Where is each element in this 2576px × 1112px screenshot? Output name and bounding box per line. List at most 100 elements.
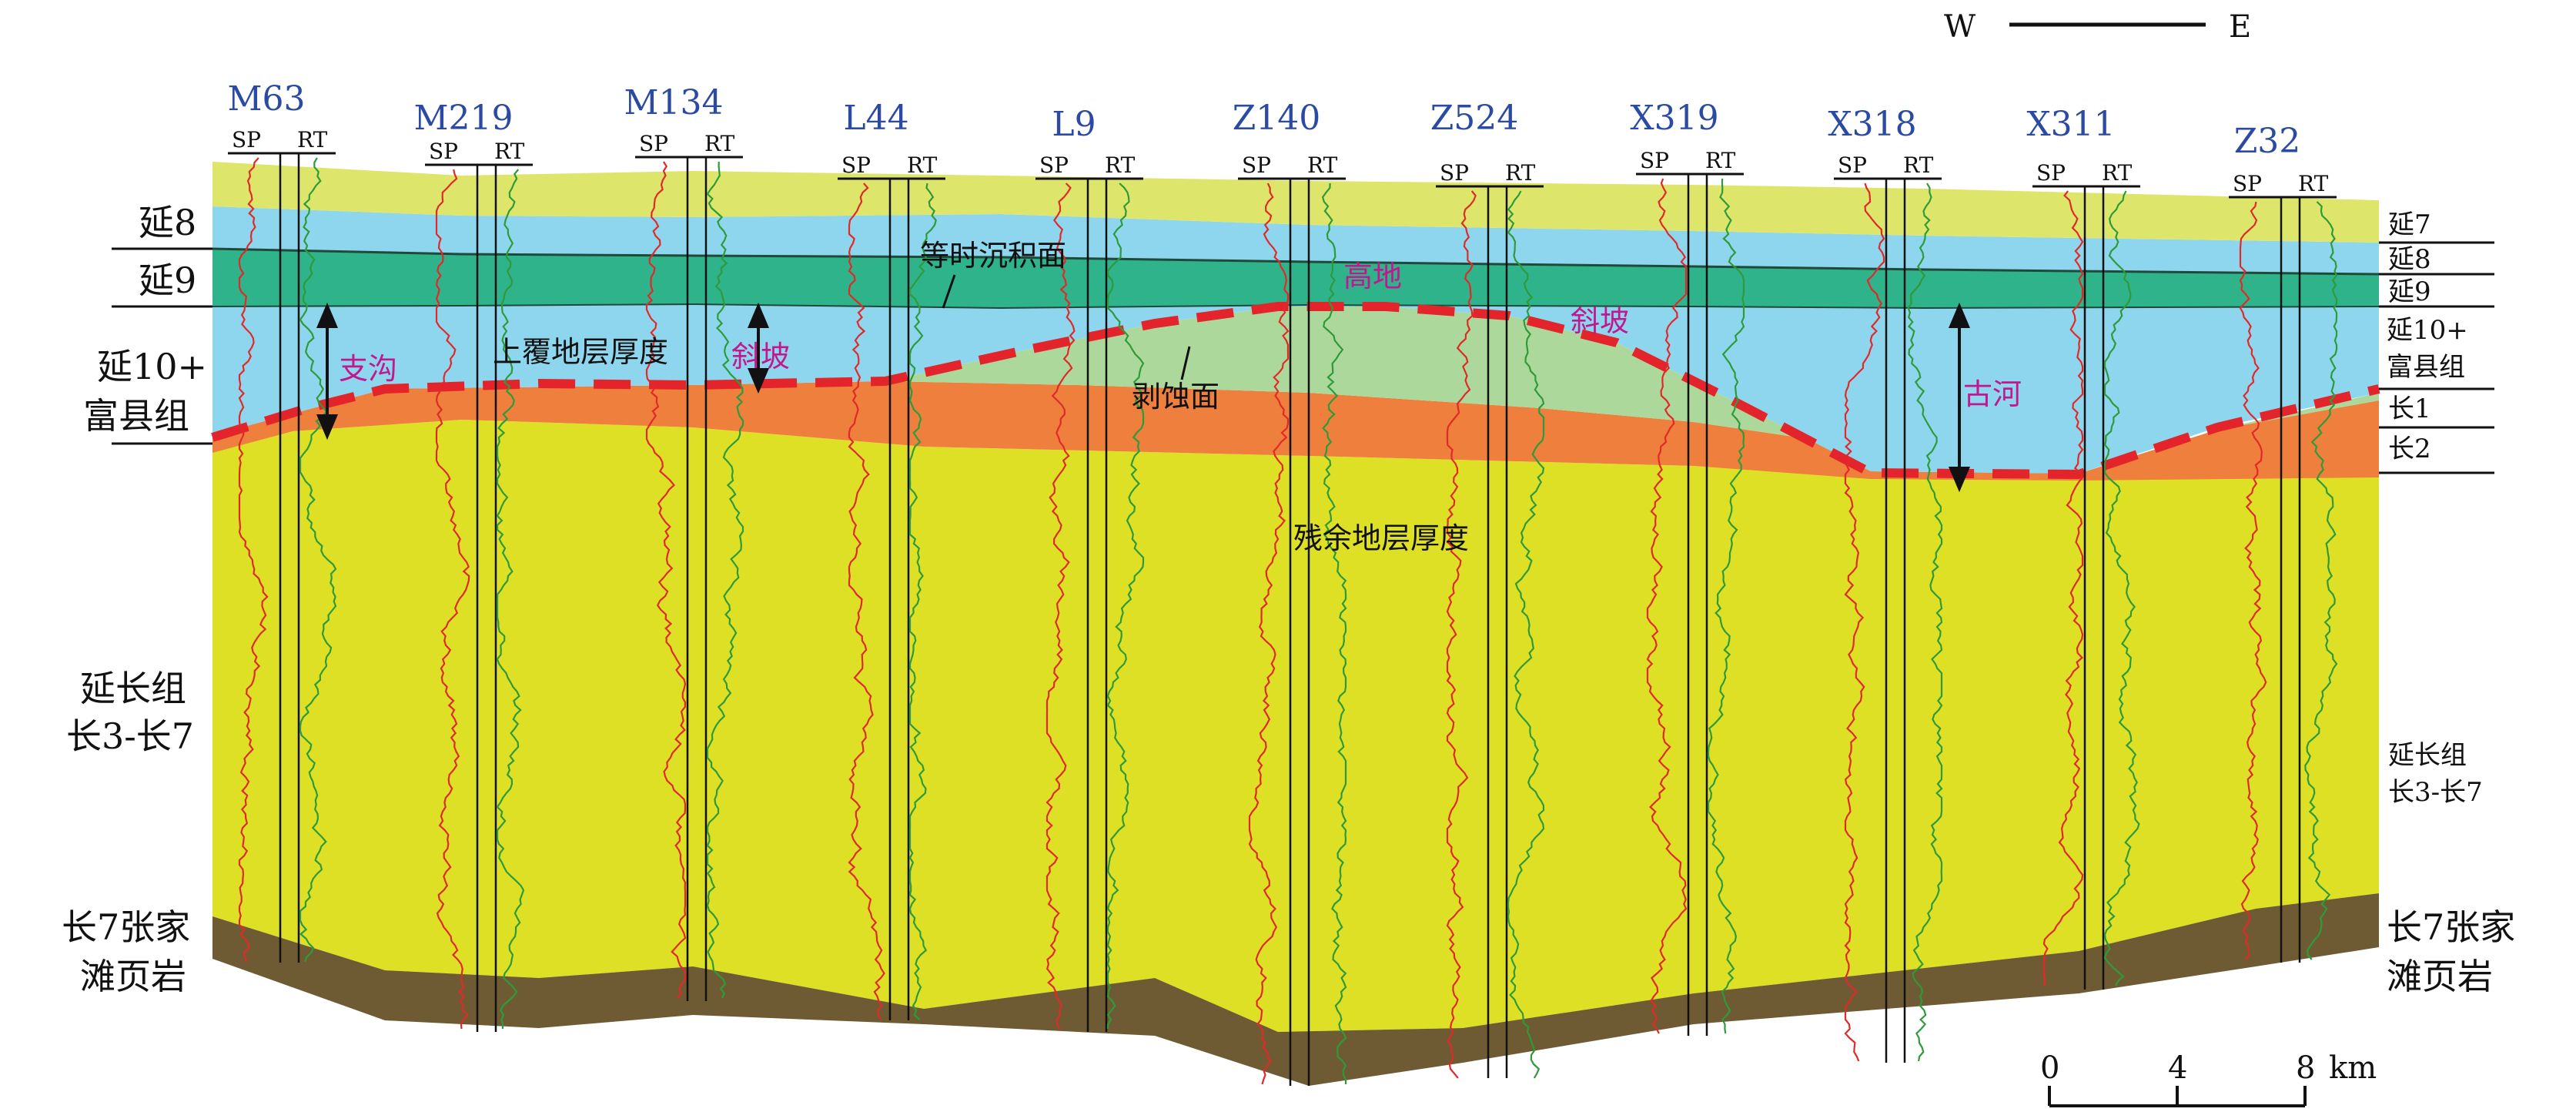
layer-yan7 [212,162,2379,243]
annotation-isochronous-leader [942,274,956,309]
well-rt-curve [496,169,525,1030]
left-label-shale-line2: 滩页岩 [80,956,186,997]
right-label-yan7: 延7 [2388,209,2431,240]
annotation-erosion: 剥蚀面 [1132,380,1219,414]
well-name: M219 [413,99,513,138]
well-rt-curve [2103,190,2140,986]
arrow-tributary-head-down [316,414,339,440]
well-rt-curve [1907,183,1943,1062]
right-labels: 延7 延8 延9 延10+ 富县组 长1 长2 延长组 长3-长7 长7张家 滩… [2379,209,2515,997]
well-sp-label: SP [841,152,871,178]
well-name: Z140 [1233,99,1321,138]
scale-unit: km [2329,1050,2377,1086]
well-rt-curve [908,183,937,1020]
well-rt-curve [2304,201,2338,960]
right-label-chang1: 长1 [2388,394,2431,424]
left-label-shale-line1: 长7张家 [62,906,190,948]
left-labels: 延8 延9 延10+ 富县组 延长组 长3-长7 长7张家 滩页岩 [62,202,212,997]
well-rt-curve [1106,183,1145,1029]
annotation-highland: 高地 [1343,260,1402,293]
well-rt-label: RT [2102,160,2133,186]
well-sp-label: SP [1838,152,1867,178]
well-x319: X319 SP RT [1630,99,1745,1036]
well-sp-curve [238,157,269,963]
well-z32: Z32 SP RT [2229,122,2338,963]
layer-fuxian-green-right [2079,393,2379,474]
well-rt-label: RT [1505,160,1536,186]
well-sp-label: SP [639,131,668,156]
well-sp-label: SP [1640,148,1669,173]
annotation-tributary: 支沟 [339,352,397,386]
right-label-yanchang-line1: 延长组 [2388,740,2467,771]
right-label-yan8: 延8 [2388,244,2431,275]
scale-tick-8: 8 [2296,1050,2315,1086]
well-name: L9 [1052,105,1096,144]
well-name: X318 [1828,105,1916,144]
well-sp-label: SP [1242,152,1271,178]
well-sp-label: SP [232,127,261,152]
annotation-erosion-leader [1180,346,1191,380]
layer-yan10 [212,304,2379,474]
annotation-slope-left: 斜坡 [731,340,790,373]
well-rt-label: RT [1105,152,1136,178]
well-sp-label: SP [2036,160,2066,186]
arrow-slope-head-up [747,302,770,328]
arrow-tributary-head-up [316,302,339,328]
well-x318: X318 SP RT [1828,105,1943,1063]
well-sp-curve [848,183,885,1020]
orientation-west: W [1944,9,1975,45]
well-name: Z32 [2234,122,2301,161]
well-x311: X311 SP RT [2026,105,2140,990]
well-sp-curve [2042,190,2084,986]
erosion-surface-dashed-line [211,302,2380,480]
well-name: Z524 [1430,99,1519,138]
well-rt-label: RT [1307,152,1338,178]
annotation-isochronous: 等时沉积面 [920,239,1066,273]
annotation-slope-right: 斜坡 [1571,304,1629,338]
right-label-shale-line2: 滩页岩 [2387,956,2493,997]
strata-layers [212,162,2380,1086]
thickness-arrows [316,302,1971,493]
annotation-paleoriver: 古河 [1963,377,2022,411]
annotation-residual: 残余地层厚度 [1293,521,1469,555]
well-rt-label: RT [297,127,328,152]
well-l44: L44 SP RT [838,99,945,1020]
well-name: X319 [1630,99,1718,138]
well-m134: M134 SP RT [624,83,744,1001]
well-name: M63 [227,79,305,119]
orientation-east: E [2229,9,2251,45]
layer-yan9 [212,249,2379,308]
right-label-chang2: 长2 [2388,434,2431,464]
well-sp-curve [1045,183,1076,1030]
left-label-yanchang-line2: 长3-长7 [66,715,194,757]
well-sp-label: SP [429,139,458,164]
right-label-yan10-line1: 延10+ [2387,315,2468,346]
right-label-yan10-line2: 富县组 [2387,352,2465,383]
well-sp-curve [1248,183,1290,1085]
left-label-yan10-line2: 富县组 [83,395,189,437]
orientation-indicator: W E [1944,9,2251,45]
left-label-yanchang-line1: 延长组 [80,668,186,709]
right-label-shale-line1: 长7张家 [2387,906,2515,948]
well-sp-label: SP [1440,160,1469,186]
arrow-slope-head-down [747,368,770,394]
well-sp-curve [1844,183,1885,1062]
left-label-yan8: 延8 [139,202,196,243]
right-label-yan9: 延9 [2388,276,2431,307]
annotation-overlying: 上覆地层厚度 [493,335,668,369]
well-sp-curve [1646,178,1688,1034]
well-sp-curve [645,161,687,999]
well-rt-curve [1707,178,1745,1034]
well-sp-curve [1446,190,1477,1079]
well-rt-label: RT [494,139,525,164]
arrow-paleoriver-head-up [1948,302,1971,328]
well-sp-label: SP [1039,152,1069,178]
arrow-paleoriver-head-down [1948,467,1971,493]
layer-shale [212,893,2379,1086]
well-name: L44 [843,99,908,138]
well-m63: M63 SP RT [227,79,337,963]
